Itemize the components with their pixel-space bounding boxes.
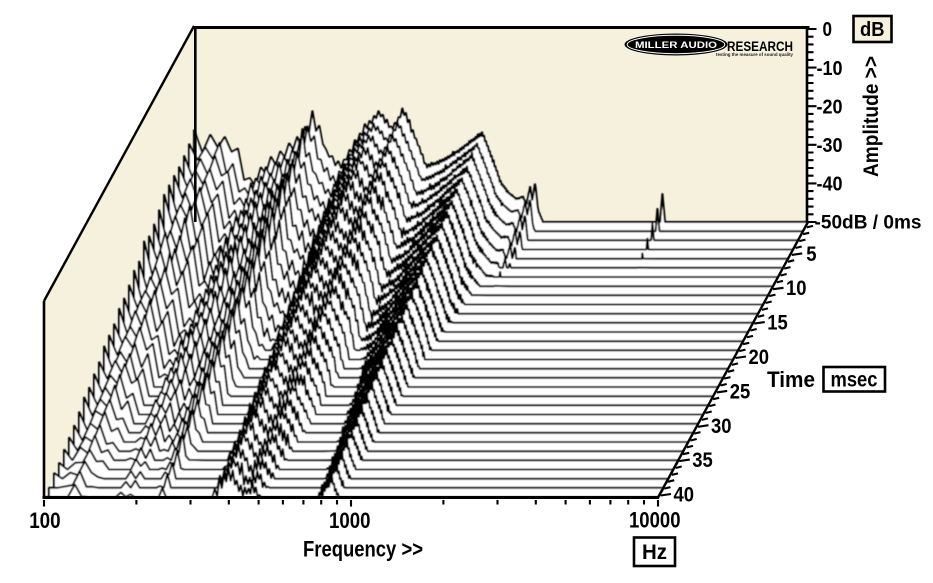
svg-text:30: 30 <box>711 415 732 438</box>
svg-text:-50dB / 0ms: -50dB / 0ms <box>815 213 922 234</box>
svg-text:Hz: Hz <box>642 541 667 564</box>
svg-text:-40: -40 <box>817 174 843 196</box>
svg-text:-10: -10 <box>817 58 843 80</box>
svg-text:Frequency >>: Frequency >> <box>303 537 423 562</box>
svg-text:5: 5 <box>806 243 817 266</box>
svg-text:25: 25 <box>730 380 751 403</box>
svg-text:testing the measure of sound q: testing the measure of sound quality <box>716 52 794 57</box>
svg-text:dB: dB <box>860 19 885 41</box>
svg-text:20: 20 <box>749 346 770 369</box>
svg-text:40: 40 <box>674 484 695 507</box>
svg-text:10: 10 <box>786 277 807 300</box>
svg-text:RESEARCH: RESEARCH <box>727 39 793 54</box>
svg-text:1000: 1000 <box>329 508 371 533</box>
svg-text:100: 100 <box>29 508 61 533</box>
svg-text:MILLER AUDIO: MILLER AUDIO <box>635 40 717 51</box>
svg-text:10000: 10000 <box>629 507 681 532</box>
svg-text:0: 0 <box>823 19 833 41</box>
svg-text:-30: -30 <box>817 135 843 157</box>
svg-text:Amplitude >>: Amplitude >> <box>860 56 883 177</box>
svg-text:15: 15 <box>767 312 788 335</box>
svg-text:Time: Time <box>767 367 815 392</box>
svg-text:-20: -20 <box>817 97 843 119</box>
svg-text:35: 35 <box>692 449 713 472</box>
svg-text:msec: msec <box>831 368 878 391</box>
